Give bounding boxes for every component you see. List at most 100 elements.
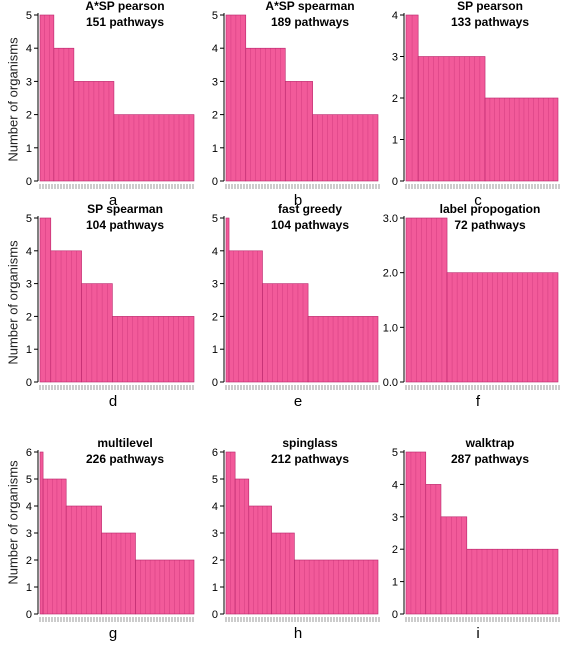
chart-subtitle: 189 pathways bbox=[271, 15, 349, 29]
x-tick-labels bbox=[405, 184, 560, 189]
y-tick-label: 5 bbox=[212, 474, 218, 486]
y-tick-label: 3 bbox=[392, 512, 398, 524]
y-tick-label: 1 bbox=[26, 344, 32, 356]
y-tick-label: 4 bbox=[212, 501, 218, 513]
chart-title: A*SP spearman bbox=[265, 0, 354, 13]
y-tick-label: 0 bbox=[212, 176, 218, 188]
y-tick-label: 3 bbox=[212, 76, 218, 88]
y-tick-label: 1 bbox=[212, 582, 218, 594]
bar bbox=[228, 250, 263, 383]
y-axis-label-row-2: Number of organisms bbox=[5, 240, 21, 365]
panel-g: 0 1 2 3 4 5 6 multilevel 226 pathways g bbox=[26, 436, 195, 642]
y-tick-label: 0 bbox=[26, 176, 32, 188]
chart-title: spinglass bbox=[282, 436, 338, 450]
y-tick-label: 1 bbox=[26, 582, 32, 594]
x-tick-labels bbox=[225, 385, 380, 390]
y-tick-label: 2 bbox=[212, 555, 218, 567]
bar bbox=[284, 81, 313, 182]
y-tick-label: 0 bbox=[392, 176, 398, 188]
y-tick-label: 6 bbox=[212, 447, 218, 459]
y-tick-label: 2 bbox=[392, 93, 398, 105]
panel-letter: d bbox=[109, 393, 117, 410]
x-tick-labels bbox=[405, 617, 560, 622]
y-tick-label: 4 bbox=[212, 43, 218, 55]
panel-letter: a bbox=[109, 192, 118, 209]
y-tick-label: 0 bbox=[212, 377, 218, 389]
panel-b: 0 1 2 3 4 5 A*SP spearman 189 pathways b bbox=[212, 0, 380, 209]
bar bbox=[417, 56, 486, 182]
panel-c: 0 1 2 3 4 SP pearson 133 pathways c bbox=[392, 0, 560, 209]
y-tick-label: 5 bbox=[212, 10, 218, 22]
y-tick-label: 4 bbox=[26, 43, 32, 55]
chart-subtitle: 226 pathways bbox=[86, 452, 164, 466]
y-tick-label: 4 bbox=[392, 10, 398, 22]
y-tick-label: 1 bbox=[212, 143, 218, 155]
y-tick-label: 2 bbox=[26, 555, 32, 567]
bar bbox=[294, 559, 379, 615]
chart-subtitle: 151 pathways bbox=[86, 15, 164, 29]
x-tick-labels bbox=[225, 184, 380, 189]
panel-letter: e bbox=[294, 393, 302, 410]
x-tick-labels bbox=[39, 617, 194, 622]
chart-title: label propogation bbox=[440, 202, 541, 216]
y-tick-label: 5 bbox=[26, 10, 32, 22]
chart-subtitle: 104 pathways bbox=[271, 218, 349, 232]
bar bbox=[248, 505, 272, 615]
y-tick-label: 3 bbox=[26, 279, 32, 291]
bar bbox=[425, 484, 442, 615]
y-tick-label: 1.0 bbox=[383, 322, 398, 334]
chart-subtitle: 104 pathways bbox=[86, 218, 164, 232]
panel-letter: f bbox=[476, 393, 481, 410]
x-tick-labels bbox=[39, 385, 194, 390]
y-tick-label: 2 bbox=[26, 311, 32, 323]
y-tick-label: 0 bbox=[26, 609, 32, 621]
y-tick-label: 1 bbox=[392, 135, 398, 147]
panel-letter: h bbox=[294, 625, 302, 642]
y-tick-label: 1 bbox=[26, 143, 32, 155]
panel-letter: c bbox=[474, 192, 482, 209]
chart-title: walktrap bbox=[465, 436, 515, 450]
y-tick-label: 0 bbox=[212, 609, 218, 621]
y-tick-label: 1 bbox=[212, 344, 218, 356]
bar bbox=[39, 14, 55, 182]
y-tick-label: 5 bbox=[26, 213, 32, 225]
chart-title: A*SP pearson bbox=[85, 0, 164, 13]
y-tick-label: 5 bbox=[212, 213, 218, 225]
chart-subtitle: 212 pathways bbox=[271, 452, 349, 466]
chart-title: SP spearman bbox=[87, 202, 163, 216]
y-tick-label: 4 bbox=[392, 479, 398, 491]
panel-h: 0 1 2 3 4 5 6 spinglass 212 pathways h bbox=[212, 436, 380, 642]
y-axis-label-row-1: Number of organisms bbox=[5, 37, 21, 162]
chart-subtitle: 287 pathways bbox=[451, 452, 529, 466]
bar bbox=[484, 97, 559, 182]
chart-title: fast greedy bbox=[278, 202, 342, 216]
x-tick-labels bbox=[225, 617, 380, 622]
panel-f: 0.0 1.0 2.0 3.0 label propogation 72 pathways… bbox=[383, 202, 560, 410]
y-tick-label: 2 bbox=[212, 110, 218, 122]
y-tick-label: 3 bbox=[26, 528, 32, 540]
bar bbox=[262, 283, 309, 383]
x-tick-labels bbox=[39, 184, 194, 189]
bar bbox=[234, 478, 250, 615]
y-tick-label: 4 bbox=[26, 501, 32, 513]
y-tick-label: 0 bbox=[392, 609, 398, 621]
y-tick-label: 3 bbox=[392, 52, 398, 64]
y-tick-label: 5 bbox=[392, 447, 398, 459]
chart-title: multilevel bbox=[97, 436, 152, 450]
bar bbox=[312, 114, 379, 182]
y-tick-label: 2 bbox=[26, 110, 32, 122]
y-tick-label: 2 bbox=[392, 544, 398, 556]
panel-i: 0 1 2 3 4 5 walktrap 287 pathways i bbox=[392, 436, 560, 642]
y-tick-label: 4 bbox=[26, 246, 32, 258]
bar bbox=[225, 217, 230, 383]
panel-e: 0 1 2 3 4 5 fast greedy 104 pathways e bbox=[212, 202, 380, 410]
x-tick-labels bbox=[405, 385, 560, 390]
bar bbox=[101, 532, 136, 615]
bar bbox=[42, 478, 67, 615]
y-tick-label: 5 bbox=[26, 474, 32, 486]
y-tick-label: 3 bbox=[26, 76, 32, 88]
panel-d: 0 1 2 3 4 5 SP spearman 104 pathways d bbox=[26, 202, 195, 410]
chart-subtitle: 133 pathways bbox=[451, 15, 529, 29]
